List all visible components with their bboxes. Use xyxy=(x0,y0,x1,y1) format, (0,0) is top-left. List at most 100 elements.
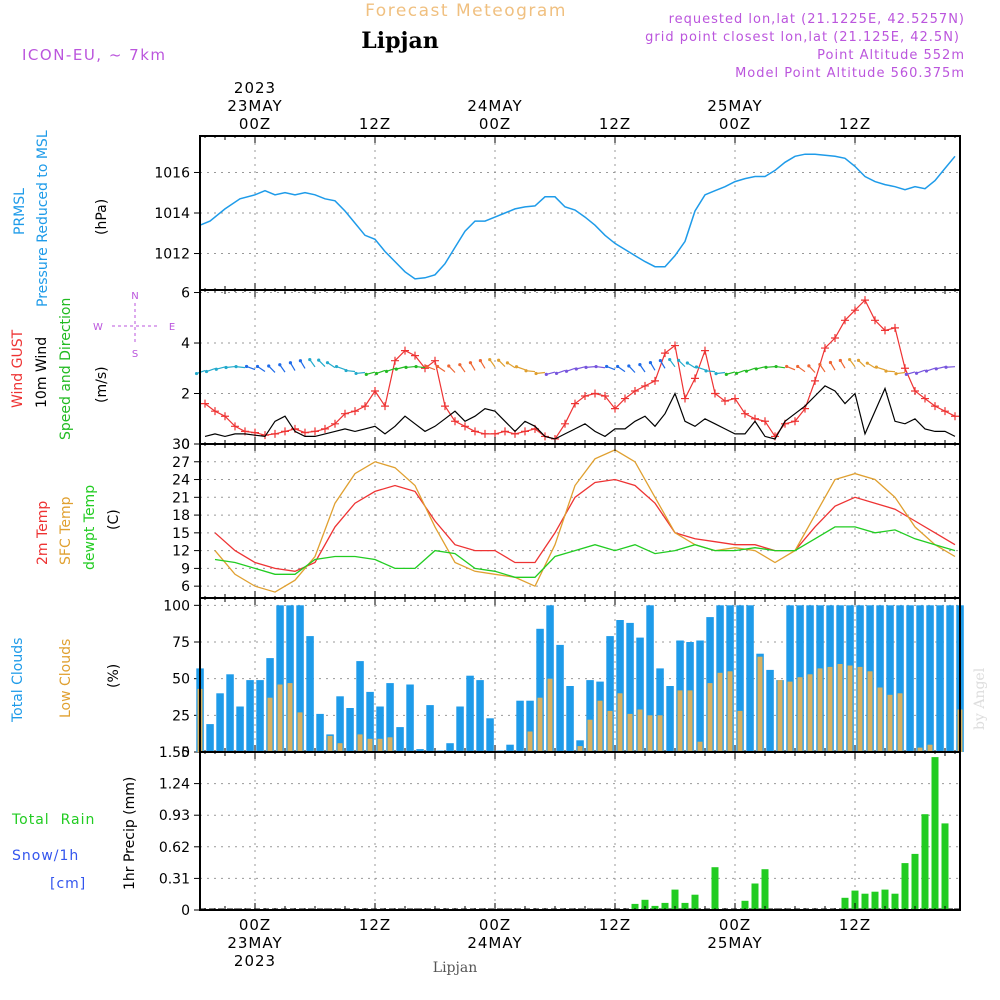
wind-direction-head xyxy=(838,358,842,363)
wind-direction-head xyxy=(856,358,861,363)
gust-marker xyxy=(671,341,679,350)
rain-bar xyxy=(661,902,669,910)
gust-marker xyxy=(701,346,709,355)
top-time-label: 00Z xyxy=(479,115,511,133)
rain-bar xyxy=(921,814,929,910)
rain-bar xyxy=(631,903,639,910)
wind-direction-head xyxy=(754,367,758,371)
y-tick-label: 9 xyxy=(181,561,190,577)
wind-direction-head xyxy=(325,361,330,365)
wind-direction-head xyxy=(668,357,672,362)
gust-marker xyxy=(901,364,909,373)
temp-unit: (C) xyxy=(106,509,122,530)
panel-frame xyxy=(199,443,961,599)
gust-marker xyxy=(221,412,229,421)
wind-direction-head xyxy=(818,362,822,367)
wind-direction-head xyxy=(497,358,501,362)
total-clouds-bar xyxy=(376,706,384,752)
total-clouds-bar xyxy=(666,686,674,752)
gust-marker xyxy=(411,351,419,360)
low-clouds-bar xyxy=(617,693,623,752)
gust-marker xyxy=(301,428,309,437)
gust-marker xyxy=(811,376,819,385)
low-clouds-bar xyxy=(327,735,333,752)
total-clouds-bar xyxy=(456,706,464,752)
bottom-time-label: 25MAY xyxy=(707,934,762,952)
total-clouds-bar xyxy=(296,605,304,752)
location-title: Lipjan xyxy=(361,28,438,54)
gust-label: Wind GUST xyxy=(10,329,26,408)
wind-direction-head xyxy=(785,364,789,369)
wind-direction-head xyxy=(214,367,218,371)
wind-direction-head xyxy=(774,364,778,369)
low-clouds-bar xyxy=(867,671,873,752)
gust-marker xyxy=(631,386,639,395)
low-clouds-bar xyxy=(777,680,783,752)
rain-bar xyxy=(691,894,699,910)
wind-direction-head xyxy=(288,361,293,365)
wind-direction-head xyxy=(334,364,339,369)
panel-frame xyxy=(199,751,961,911)
total-clouds-bar xyxy=(586,680,594,752)
bottom-time-label: 23MAY xyxy=(227,934,282,952)
low-clouds-bar xyxy=(377,738,383,752)
precip-ylabel: 1hr Precip (mm) xyxy=(122,777,138,890)
total-clouds-bar xyxy=(286,605,294,752)
gust-marker xyxy=(791,417,799,426)
wind-label: 10m Wind xyxy=(34,337,50,408)
low-clouds-bar xyxy=(847,665,853,752)
low-clouds-bar xyxy=(357,734,363,752)
total-clouds-bar xyxy=(516,700,524,752)
wind-direction-head xyxy=(354,371,358,376)
total-clouds-bar xyxy=(406,684,414,752)
y-tick-label: 1.55 xyxy=(159,745,190,761)
gust-marker xyxy=(761,417,769,426)
y-tick-label: 27 xyxy=(172,455,190,471)
low-clouds-bar xyxy=(837,664,843,752)
gust-marker xyxy=(271,429,279,438)
top-time-label: 12Z xyxy=(599,115,631,133)
wind-direction-head xyxy=(934,367,938,371)
y-tick-label: 6 xyxy=(181,286,190,302)
total-clouds-bar xyxy=(556,644,564,752)
low-clouds-bar xyxy=(797,677,803,752)
wind-direction-head xyxy=(404,365,408,370)
wind-direction-head xyxy=(468,361,473,365)
y-tick-label: 1012 xyxy=(154,247,190,263)
gust-marker xyxy=(481,429,489,438)
rain-bar xyxy=(851,890,859,910)
y-tick-label: 1016 xyxy=(154,165,190,181)
low-clouds-bar xyxy=(537,697,543,752)
low-clouds-bar xyxy=(637,709,643,752)
total-clouds-bar xyxy=(366,691,374,752)
wind-direction-head xyxy=(594,364,598,369)
total-clouds-bar xyxy=(246,680,254,752)
wind-direction-head xyxy=(424,364,429,369)
y-tick-label: 18 xyxy=(172,508,190,524)
total-clouds-bar xyxy=(256,680,264,752)
wind-direction-head xyxy=(544,372,548,376)
low-clouds-bar xyxy=(297,712,303,752)
top-time-label: 25MAY xyxy=(707,97,762,115)
rain-bar xyxy=(671,889,679,910)
gust-marker xyxy=(681,394,689,403)
gust-marker xyxy=(931,402,939,411)
rain-bar xyxy=(651,905,659,910)
wind-direction-head xyxy=(374,371,379,376)
y-tick-label: 0.31 xyxy=(159,871,190,887)
wind-direction-head xyxy=(414,364,418,369)
wind-direction-head xyxy=(564,369,569,373)
wind-direction-head xyxy=(478,359,482,363)
rain-bar xyxy=(881,889,889,910)
wind-direction-head xyxy=(364,372,368,376)
gust-marker xyxy=(211,407,219,416)
direction-label: Speed and Direction xyxy=(58,298,74,440)
wind-direction-head xyxy=(914,371,919,375)
total-clouds-bar xyxy=(506,744,514,752)
wind-direction-head xyxy=(514,365,519,369)
bottom-time-label: 00Z xyxy=(719,916,751,934)
gust-marker xyxy=(941,407,949,416)
grid-point-coords: grid point closest lon,lat (21.125E, 42.… xyxy=(645,30,960,45)
gust-marker xyxy=(491,429,499,438)
total-clouds-bar xyxy=(386,683,394,752)
